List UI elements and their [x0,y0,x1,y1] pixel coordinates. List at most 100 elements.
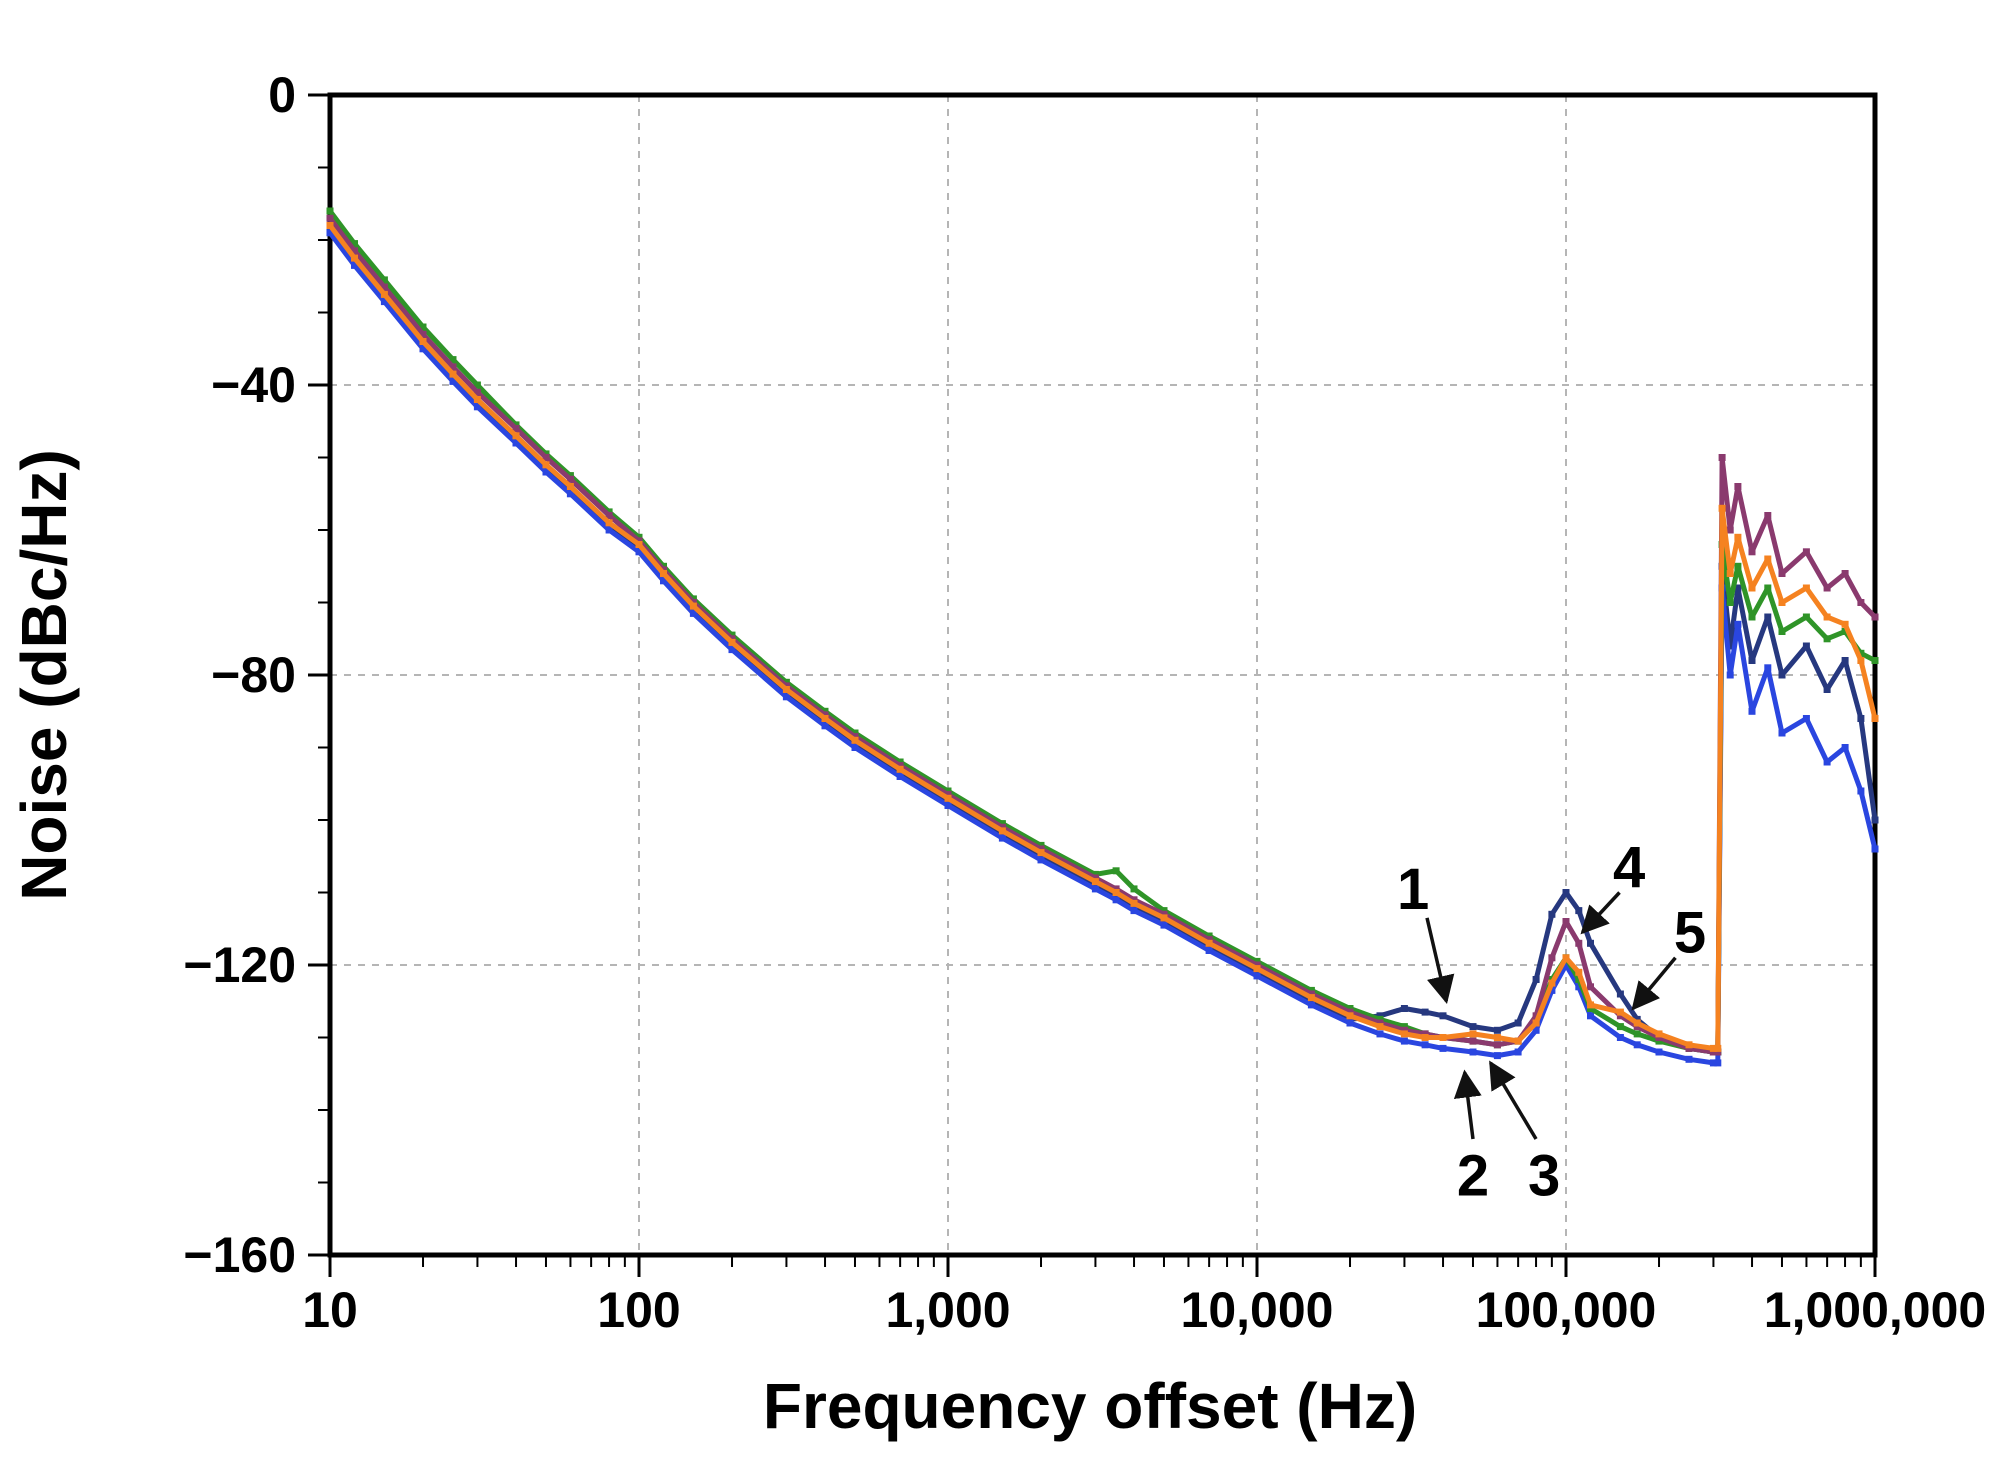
data-point [1778,570,1786,577]
data-point [1253,968,1261,976]
annotations: 1 2 3 45 [1397,835,1706,1208]
axes: 10 100 1,000 10,000 100,000 1,000,000 0 −40 −80 −… [183,67,1986,1338]
data-point [1037,849,1045,857]
data-point [1748,657,1756,664]
data-point [1748,707,1756,715]
data-point [419,338,427,345]
data-point [1130,896,1138,904]
data-point [1307,994,1315,1002]
data-point [326,222,334,229]
data-point [821,711,829,719]
data-point [1514,1048,1522,1056]
data-point [1748,548,1756,556]
data-point [1376,1012,1384,1020]
data-point [566,483,574,490]
data-point [689,602,697,610]
series-2-line [327,230,1878,1066]
data-point [1726,526,1734,534]
data-point [1633,1015,1641,1023]
x-tick-label: 100 [597,1282,680,1338]
data-point [1734,620,1742,628]
data-point [512,421,520,429]
data-point [1841,628,1849,635]
y-tick-label: −80 [211,647,296,703]
data-point [728,646,736,654]
data-point [1376,1023,1384,1031]
data-point [1764,512,1772,519]
data-point [449,363,457,371]
data-point [1037,856,1045,864]
data-point [1346,1012,1354,1020]
data-point [1633,1023,1641,1031]
data-point [1764,613,1772,621]
data-point [782,686,790,693]
data-point [1307,1001,1315,1009]
data-point [1346,1015,1354,1023]
data-point [1514,1037,1522,1045]
data-point [1575,907,1583,915]
data-point [944,791,952,799]
data-point [473,388,481,396]
data-point [1346,1019,1354,1027]
data-point [326,229,334,237]
data-point [512,435,520,443]
data-point [660,577,667,585]
data-point [1112,885,1120,893]
data-point [1160,921,1168,929]
data-point [1655,1048,1663,1056]
data-point [1587,939,1594,947]
data-point [728,635,736,643]
data-point [1709,1044,1717,1052]
data-point [782,678,790,686]
annotation-label-2: 2 [1457,1143,1489,1208]
data-point [380,290,388,298]
data-point [1091,870,1099,878]
gridlines [330,95,1875,1255]
data-point [1562,918,1570,925]
data-point [1112,889,1120,896]
data-point [1469,1030,1477,1038]
data-point [1778,671,1786,679]
data-point [1439,1012,1447,1020]
data-point [1493,1041,1501,1049]
data-point [635,548,643,556]
data-point [782,693,790,701]
y-tick-label: −120 [183,937,296,993]
data-point [1421,1034,1429,1041]
data-point [1734,584,1742,592]
data-point [512,439,520,447]
data-point [473,381,481,389]
data-point [1714,1044,1722,1052]
data-point [1130,903,1138,911]
data-point [998,820,1006,828]
data-point [1514,1019,1522,1027]
data-point [851,729,859,737]
data-point [1421,1008,1429,1016]
series-3-line [327,208,1878,1055]
data-point [1091,874,1099,882]
data-point [635,533,643,541]
data-point [1764,664,1772,672]
data-point [1548,954,1556,962]
data-point [1376,1030,1384,1038]
data-point [1823,584,1831,592]
annotation-label-5: 5 [1674,900,1706,965]
annotation-label-1: 1 [1397,857,1429,922]
data-point [1685,1041,1693,1049]
data-point [1253,961,1261,969]
data-point [1823,635,1831,643]
series-3-markers [326,207,1879,1056]
data-point [1633,1030,1641,1038]
data-point [1587,1012,1594,1020]
data-point [1802,715,1810,722]
series-4-markers [326,214,1879,1056]
data-point [1253,972,1261,980]
data-point [1469,1037,1477,1045]
data-point [1655,1030,1663,1038]
data-point [635,541,643,548]
data-point [1562,961,1570,969]
data-point [1841,570,1849,577]
y-axis-title: Noise (dBc/Hz) [8,449,80,901]
